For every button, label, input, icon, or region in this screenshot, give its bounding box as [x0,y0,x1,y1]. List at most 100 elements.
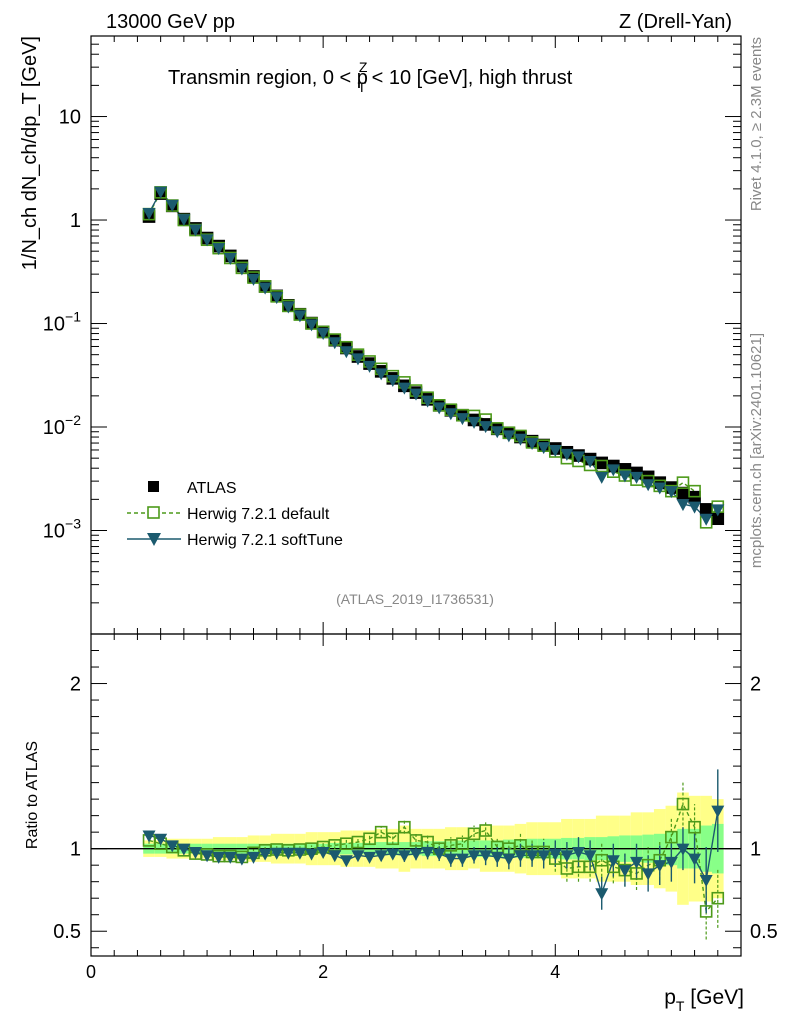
softtune-point [479,421,493,434]
softtune-ratio-point [188,846,202,859]
softtune-point [525,438,539,451]
legend-marker-atlas [148,481,159,492]
softtune-point [247,273,260,286]
subtitle-post: < 10 [GeV], high thrust [366,67,573,89]
lower-data [142,769,725,940]
subtitle-sub: T [357,79,366,95]
legend-label-default: Herwig 7.2.1 default [187,506,330,523]
softtune-point [409,388,423,401]
default-ratio-point [665,830,678,844]
y-tick-label: 10 [59,107,81,129]
softtune-ratio-point [502,853,516,866]
softtune-point [165,199,179,212]
softtune-ratio-point [293,847,307,860]
default-point [676,476,690,489]
softtune-point [432,402,446,415]
softtune-ratio-point [351,850,365,863]
softtune-point [235,263,249,276]
softtune-ratio-point [235,853,249,866]
legend: ATLAS Herwig 7.2.1 default Herwig 7.2.1 … [127,480,343,549]
default-ratio-point [363,832,376,846]
subtitle-sup: Z [359,59,368,75]
default-ratio-point [398,820,411,834]
atlas-point [699,503,713,516]
softtune-ratio-point [258,848,272,861]
softtune-ratio-point [200,850,214,863]
upper-y-axis-label: 1/N_ch dN_ch/dp_T [GeV] [19,36,41,270]
x-tick-label: 4 [550,962,560,982]
softtune-ratio-point [177,843,191,856]
softtune-point [305,319,319,332]
softtune-point [177,214,191,227]
softtune-ratio-point [583,850,597,863]
softtune-point [560,448,574,461]
softtune-ratio-point [444,853,458,866]
softtune-ratio-point [653,860,667,873]
ratio-y-tick-label-left: 2 [70,674,81,696]
softtune-ratio-point [212,851,226,864]
mcplots-label: mcplots.cern.ch [arXiv:2401.10621] [748,333,765,568]
ratio-y-axis-label: Ratio to ATLAS [24,741,41,849]
softtune-ratio-point [339,855,353,868]
softtune-point [467,416,481,429]
softtune-point [154,186,168,199]
softtune-ratio-point [606,855,620,868]
plot-subtitle: Transmin region, 0 < pZ T < 10 [GeV], hig… [168,59,573,95]
softtune-point [223,252,237,265]
default-ratio-point [456,837,469,851]
softtune-ratio-point [397,850,411,863]
softtune-ratio-point [595,888,609,901]
softtune-ratio-point [513,850,527,863]
legend-marker-softtune [147,533,161,546]
softtune-point [618,470,632,483]
softtune-point [374,368,388,381]
softtune-point [502,430,516,443]
softtune-ratio-point [316,846,330,859]
softtune-ratio-point [374,850,388,863]
x-axis-label: pT [GeV] [664,986,744,1014]
softtune-point [397,382,411,395]
softtune-point [548,444,562,457]
softtune-ratio-point [432,848,446,861]
softtune-point [711,504,725,517]
softtune-ratio-point [247,851,260,864]
header-right: Z (Drell-Yan) [619,11,732,33]
softtune-point [188,224,202,237]
softtune-ratio-point [572,846,585,859]
softtune-point [328,337,342,350]
softtune-ratio-point [223,851,237,864]
analysis-id-label: (ATLAS_2019_I1736531) [336,591,494,607]
legend-label-atlas: ATLAS [187,480,237,497]
x-tick-label: 2 [318,962,328,982]
softtune-ratio-point [281,847,295,860]
softtune-point [339,346,353,359]
softtune-point [676,499,690,512]
softtune-ratio-point [479,850,493,863]
legend-marker-default [147,506,160,519]
default-ratio-point [688,820,701,834]
softtune-ratio-point [363,851,377,864]
softtune-point [490,426,504,439]
rivet-version-label: Rivet 4.1.0, ≥ 2.3M events [748,37,765,211]
softtune-point [513,433,527,446]
softtune-point [688,501,702,514]
softtune-point [641,479,655,492]
softtune-ratio-point [409,848,423,861]
softtune-point [421,395,435,408]
ratio-y-tick-label-right: 2 [750,674,761,696]
y-tick-label: 10−2 [43,412,81,439]
atlas-point [676,486,690,500]
default-ratio-point [699,905,713,918]
softtune-ratio-point [630,856,644,869]
atlas-point [595,456,609,470]
ratio-y-tick-label-left: 1 [70,839,81,861]
softtune-ratio-point [548,848,562,861]
softtune-ratio-point [165,840,179,853]
softtune-ratio-point [699,875,713,888]
softtune-point [142,207,156,220]
softtune-ratio-point [664,856,678,869]
lower-panel-frame [90,633,742,957]
axes-ticks: 0 2 4 10 1 10−1 10−2 10−3 2 2 1 1 0.5 0.5 [43,35,778,982]
softtune-ratio-point [490,851,504,864]
softtune-point [316,327,330,340]
